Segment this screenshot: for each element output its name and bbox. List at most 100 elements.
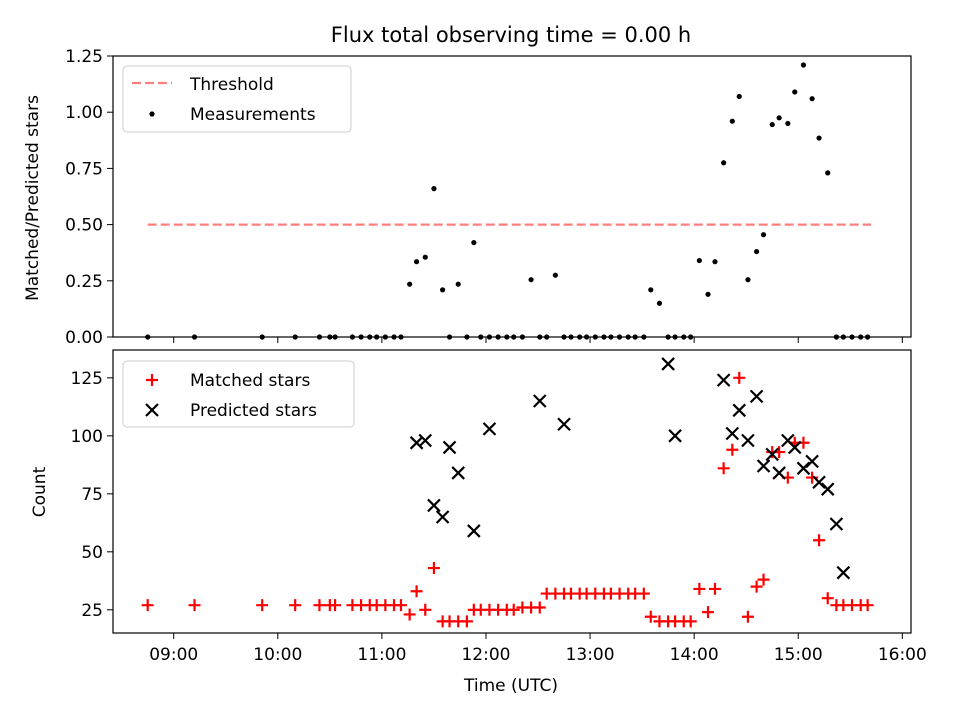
measurement-point bbox=[776, 115, 782, 121]
measurement-point bbox=[367, 334, 373, 340]
measurement-point bbox=[712, 259, 718, 265]
predicted-star-point bbox=[829, 517, 844, 531]
bottom-legend: Matched stars Predicted stars bbox=[122, 360, 355, 428]
measurement-point bbox=[840, 334, 846, 340]
legend-matched-label: Matched stars bbox=[190, 371, 310, 391]
measurement-point bbox=[816, 135, 822, 141]
measurement-point bbox=[464, 334, 470, 340]
predicted-star-point bbox=[749, 389, 764, 404]
matched-star-point bbox=[394, 599, 407, 612]
measurement-point bbox=[760, 232, 767, 238]
matched-star-point bbox=[403, 608, 416, 621]
top-y-tick-label: 0.00 bbox=[65, 328, 103, 348]
measurement-point bbox=[641, 334, 647, 340]
measurement-point bbox=[833, 334, 840, 340]
matched-star-point bbox=[821, 592, 834, 605]
matched-star-point bbox=[757, 573, 770, 586]
measurement-point bbox=[592, 334, 598, 340]
bottom-y-tick-label: 25 bbox=[81, 601, 103, 621]
legend-predicted-label: Predicted stars bbox=[190, 401, 317, 421]
measurement-point bbox=[769, 121, 775, 128]
measurement-point bbox=[672, 334, 678, 340]
bottom-y-tick-label: 125 bbox=[71, 369, 103, 389]
matched-star-point bbox=[289, 599, 302, 612]
x-tick-label: 13:00 bbox=[566, 645, 615, 665]
measurement-point bbox=[825, 170, 831, 176]
matched-star-point bbox=[806, 471, 819, 484]
measurement-point bbox=[478, 334, 484, 340]
matched-star-point bbox=[410, 585, 423, 598]
bottom-y-axis-label: Count bbox=[30, 466, 50, 517]
predicted-star-point bbox=[418, 433, 433, 448]
measurement-point bbox=[632, 334, 638, 340]
predicted-star-point bbox=[787, 440, 802, 455]
measurement-point bbox=[665, 334, 671, 340]
predicted-star-point bbox=[725, 426, 740, 441]
matched-star-point bbox=[644, 610, 657, 623]
measurement-point bbox=[537, 334, 543, 340]
x-tick-label: 10:00 bbox=[253, 645, 302, 665]
measurement-point bbox=[446, 334, 453, 340]
matched-star-point bbox=[188, 599, 201, 612]
measurement-point bbox=[561, 334, 567, 340]
matched-star-point bbox=[141, 599, 154, 612]
matched-star-point bbox=[533, 601, 546, 614]
measurement-point bbox=[495, 334, 501, 340]
top-y-tick-label: 1.00 bbox=[65, 103, 103, 123]
measurement-point bbox=[601, 334, 607, 340]
predicted-star-point bbox=[482, 422, 497, 436]
top-y-tick-label: 0.50 bbox=[65, 216, 103, 236]
predicted-star-point bbox=[442, 440, 457, 455]
measurement-point bbox=[688, 334, 694, 340]
x-tick-label: 14:00 bbox=[670, 645, 719, 665]
measurement-point bbox=[504, 334, 510, 340]
matched-star-point bbox=[419, 603, 432, 616]
top-y-axis-label: Matched/Predicted stars bbox=[23, 95, 43, 301]
measurement-point bbox=[374, 334, 380, 340]
predicted-star-point bbox=[661, 357, 675, 371]
measurement-point bbox=[705, 291, 711, 297]
matched-star-point bbox=[256, 599, 269, 612]
predicted-star-point bbox=[668, 429, 682, 443]
matched-star-point bbox=[460, 615, 473, 628]
matched-star-point bbox=[427, 562, 440, 575]
measurement-point bbox=[398, 334, 404, 340]
x-axis-label: Time (UTC) bbox=[463, 676, 558, 696]
measurement-point bbox=[455, 281, 461, 287]
legend-matched-swatch bbox=[146, 374, 158, 386]
measurement-point bbox=[858, 334, 864, 340]
measurement-point bbox=[431, 186, 437, 192]
measurement-point bbox=[349, 334, 355, 340]
x-tick-label: 16:00 bbox=[878, 645, 927, 665]
predicted-star-point bbox=[409, 436, 424, 450]
measurement-point bbox=[696, 257, 702, 264]
legend-measurements-swatch bbox=[149, 111, 155, 117]
x-tick-label: 12:00 bbox=[461, 645, 510, 665]
measurement-point bbox=[544, 334, 550, 340]
matched-star-point bbox=[693, 582, 706, 595]
matched-star-point bbox=[726, 443, 739, 456]
measurement-point bbox=[656, 300, 663, 306]
x-tick-label: 11:00 bbox=[357, 645, 406, 665]
measurement-point bbox=[729, 118, 735, 124]
matched-star-point bbox=[684, 615, 697, 628]
measurement-point bbox=[511, 334, 517, 340]
predicted-star-point bbox=[805, 454, 819, 469]
predicted-star-point bbox=[467, 524, 481, 538]
measurement-point bbox=[407, 281, 413, 287]
matched-star-point bbox=[750, 580, 763, 593]
measurement-point bbox=[792, 89, 798, 95]
predicted-star-point bbox=[741, 433, 755, 448]
measurement-point bbox=[316, 334, 323, 340]
predicted-star-point bbox=[765, 447, 779, 462]
predicted-star-point bbox=[820, 482, 835, 496]
measurement-point bbox=[616, 334, 623, 340]
matched-star-point bbox=[813, 534, 826, 547]
measurement-point bbox=[382, 334, 388, 340]
x-tick-label: 15:00 bbox=[774, 645, 823, 665]
measurement-point bbox=[552, 272, 558, 278]
measurement-point bbox=[440, 287, 446, 293]
matched-star-point bbox=[702, 606, 715, 619]
matched-star-point bbox=[708, 582, 721, 595]
